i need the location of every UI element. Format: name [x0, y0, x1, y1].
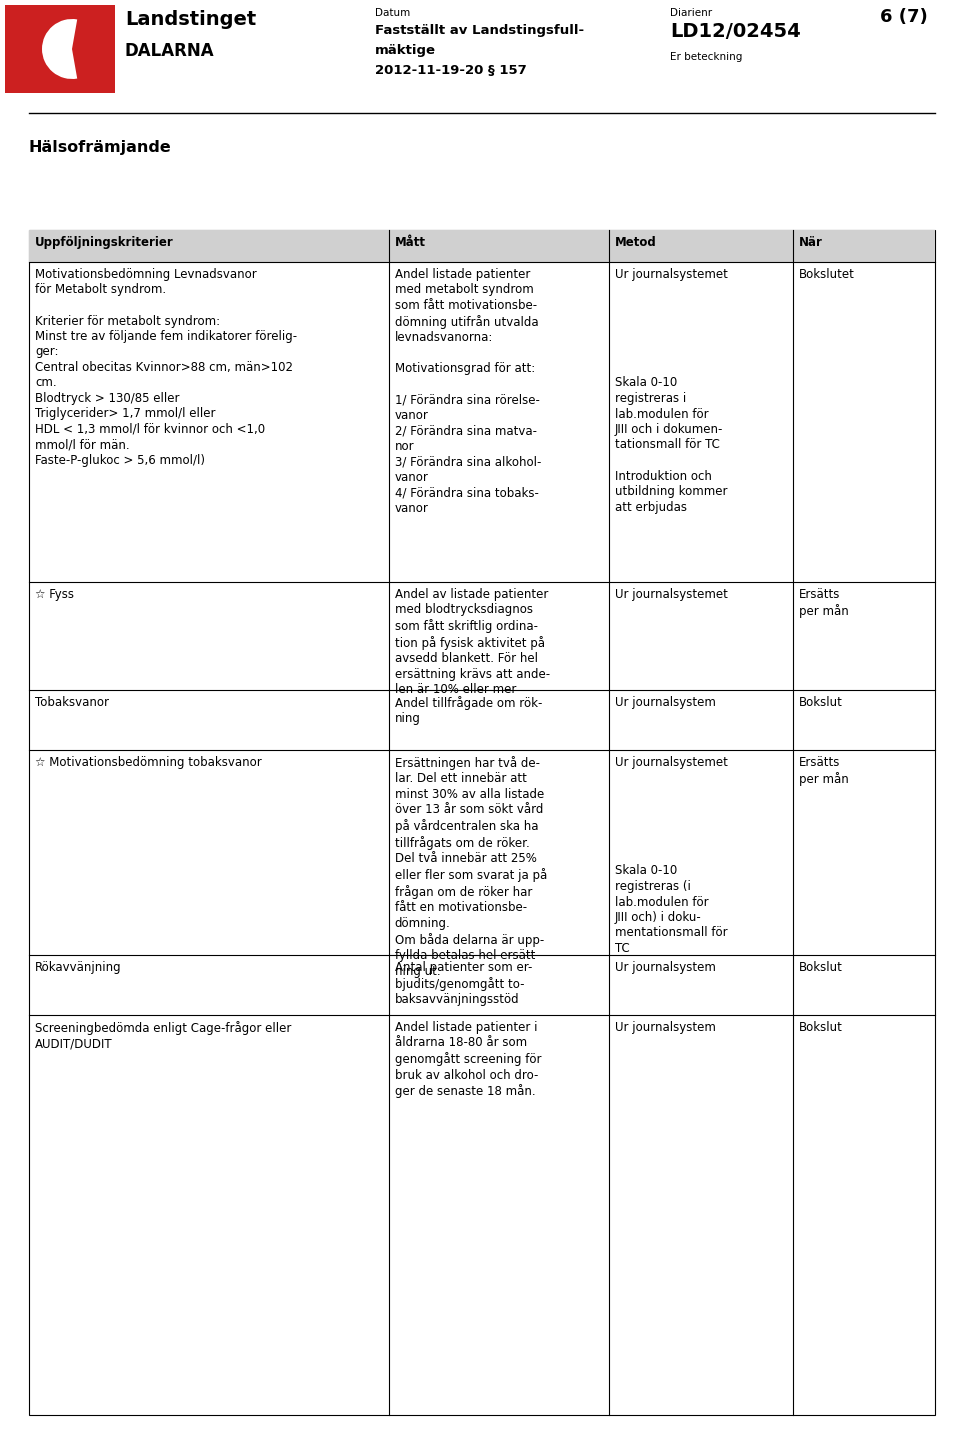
Text: Andel listade patienter i
åldrarna 18-80 år som
genomgått screening för
bruk av : Andel listade patienter i åldrarna 18-80…	[395, 1021, 541, 1099]
Text: Antal patienter som er-
bjudits/genomgått to-
baksavvänjningsstöd: Antal patienter som er- bjudits/genomgåt…	[395, 960, 532, 1007]
Text: Metod: Metod	[614, 236, 657, 249]
Text: Ur journalsystem: Ur journalsystem	[614, 696, 716, 708]
Text: LD12/02454: LD12/02454	[670, 22, 801, 40]
Text: Ur journalsystem: Ur journalsystem	[614, 960, 716, 973]
Text: Ur journalsystemet






Skala 0-10
registreras i
lab.modulen för
JIII och i dok: Ur journalsystemet Skala 0-10 registrera…	[614, 268, 728, 514]
Text: Diarienr: Diarienr	[670, 9, 712, 17]
Text: Er beteckning: Er beteckning	[670, 52, 742, 62]
Text: Ur journalsystem: Ur journalsystem	[614, 1021, 716, 1034]
FancyBboxPatch shape	[29, 230, 935, 262]
Text: Datum: Datum	[375, 9, 410, 17]
Text: Bokslut: Bokslut	[799, 1021, 843, 1034]
Text: Andel listade patienter
med metabolt syndrom
som fått motivationsbe-
dömning uti: Andel listade patienter med metabolt syn…	[395, 268, 541, 514]
Text: Ersättningen har två de-
lar. Del ett innebär att
minst 30% av alla listade
över: Ersättningen har två de- lar. Del ett in…	[395, 756, 547, 978]
Text: 2012-11-19-20 § 157: 2012-11-19-20 § 157	[375, 63, 527, 76]
Text: Uppföljningskriterier: Uppföljningskriterier	[35, 236, 174, 249]
Text: ☆ Motivationsbedömning tobaksvanor: ☆ Motivationsbedömning tobaksvanor	[35, 756, 262, 769]
Text: Ur journalsystemet






Skala 0-10
registreras (i
lab.modulen för
JIII och) i d: Ur journalsystemet Skala 0-10 registrera…	[614, 756, 728, 955]
Text: Screeningbedömda enligt Cage-frågor eller
AUDIT/DUDIT: Screeningbedömda enligt Cage-frågor elle…	[35, 1021, 292, 1050]
Text: Mått: Mått	[395, 236, 425, 249]
Text: Andel av listade patienter
med blodtrycksdiagnos
som fått skriftlig ordina-
tion: Andel av listade patienter med blodtryck…	[395, 588, 550, 697]
Text: Fastställt av Landstingsfull-: Fastställt av Landstingsfull-	[375, 24, 584, 37]
Text: Ersätts
per mån: Ersätts per mån	[799, 588, 849, 618]
Text: Andel tillfrågade om rök-
ning: Andel tillfrågade om rök- ning	[395, 696, 542, 726]
Text: mäktige: mäktige	[375, 45, 436, 58]
Wedge shape	[42, 19, 77, 79]
Text: Bokslut: Bokslut	[799, 696, 843, 708]
Text: DALARNA: DALARNA	[125, 42, 215, 60]
Text: Landstinget: Landstinget	[125, 10, 256, 29]
Text: Bokslutet: Bokslutet	[799, 268, 854, 281]
Text: Ersätts
per mån: Ersätts per mån	[799, 756, 849, 786]
Text: När: När	[799, 236, 823, 249]
Text: Rökavvänjning: Rökavvänjning	[35, 960, 122, 973]
Text: Motivationsbedömning Levnadsvanor
för Metabolt syndrom.

Kriterier för metabolt : Motivationsbedömning Levnadsvanor för Me…	[35, 268, 298, 467]
Text: Hälsofrämjande: Hälsofrämjande	[29, 140, 172, 156]
Text: Tobaksvanor: Tobaksvanor	[35, 696, 109, 708]
Text: Bokslut: Bokslut	[799, 960, 843, 973]
Text: 6 (7): 6 (7)	[880, 9, 927, 26]
Text: Ur journalsystemet: Ur journalsystemet	[614, 588, 728, 600]
Text: ☆ Fyss: ☆ Fyss	[35, 588, 74, 600]
FancyBboxPatch shape	[5, 4, 33, 94]
FancyBboxPatch shape	[5, 4, 115, 94]
